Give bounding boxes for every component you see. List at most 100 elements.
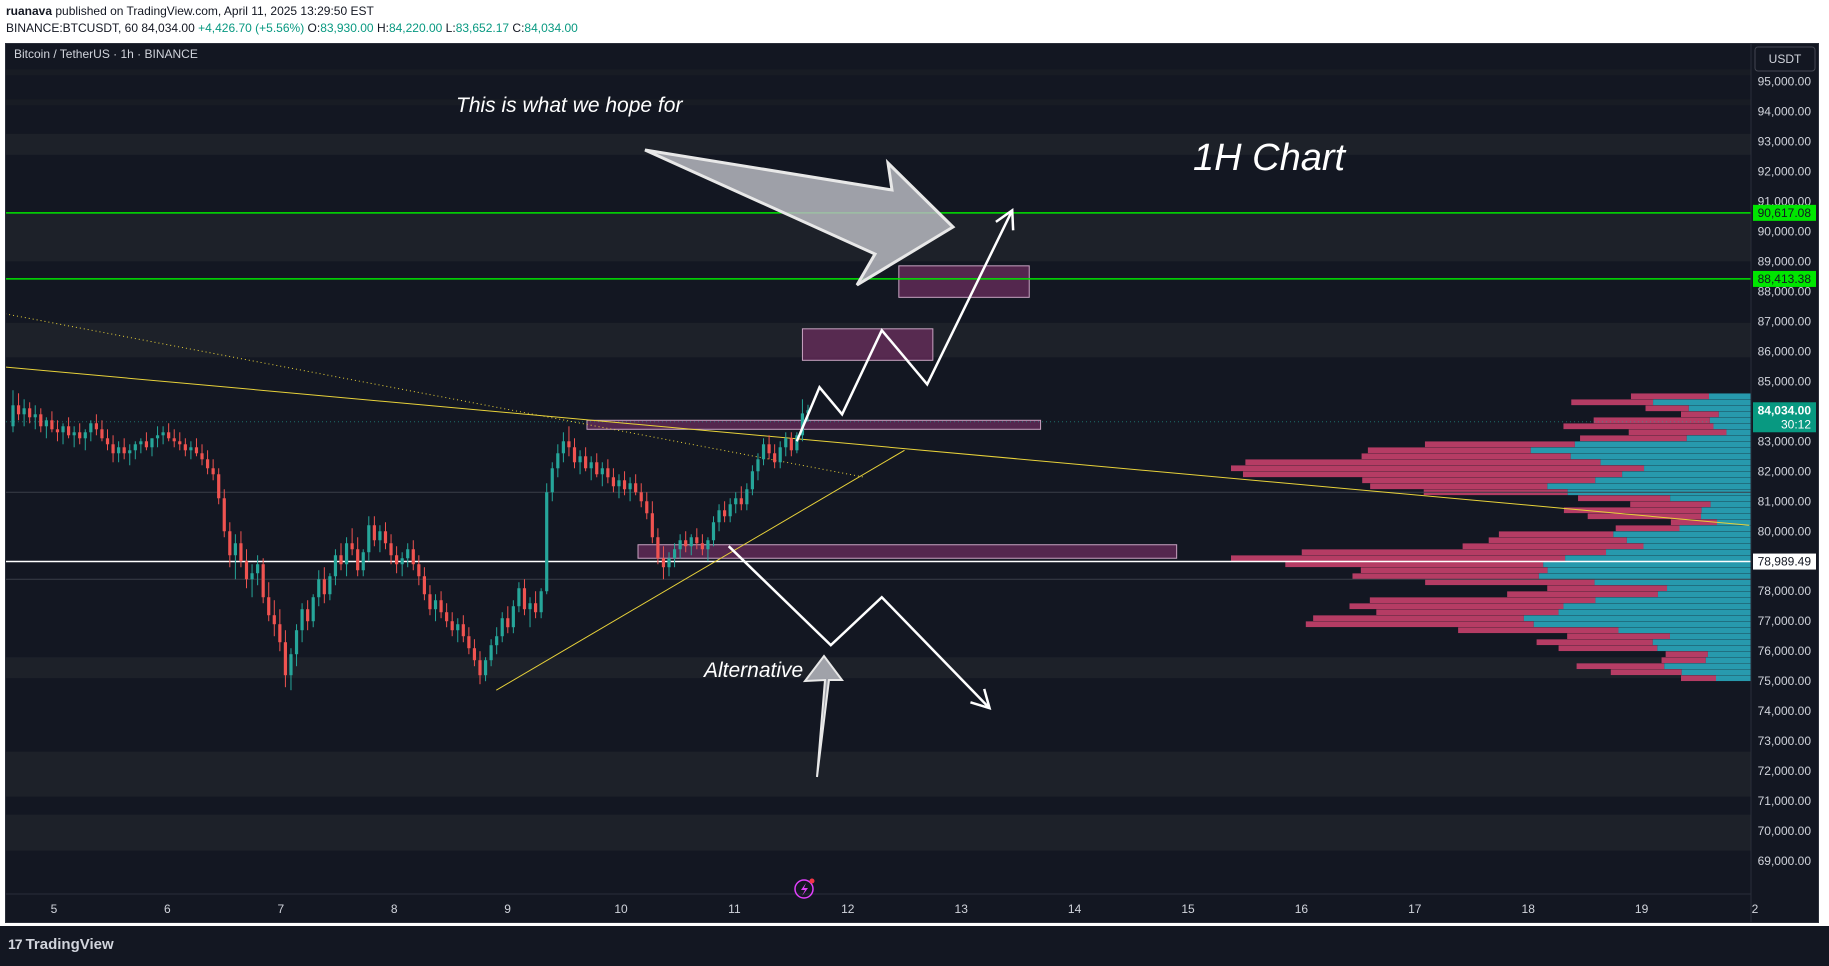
candle-body [450, 621, 454, 631]
price-tick-label: 82,000.00 [1758, 464, 1812, 478]
candle-body [66, 426, 71, 436]
candle-body [600, 468, 604, 475]
volume-profile-row-up [1710, 501, 1751, 508]
candle-body [300, 609, 304, 631]
trendlines [0, 312, 1750, 691]
volume-profile-row-up [1708, 393, 1751, 400]
volume-profile-row-up [1664, 663, 1751, 670]
price-tick-label: 94,000.00 [1758, 104, 1812, 118]
candle-body [400, 558, 404, 565]
candle-body [778, 447, 782, 463]
candle-body [723, 510, 727, 517]
currency-button[interactable] [1754, 46, 1816, 72]
volume-profile-row-down [1681, 675, 1716, 682]
time-tick-label: 10 [614, 902, 628, 916]
level-price-tag-bg [1753, 270, 1816, 287]
volume-profile-row-up [1726, 429, 1751, 436]
candle-body [311, 597, 315, 622]
candle-body [773, 453, 777, 463]
ohlc-header: BINANCE:BTCUSDT, 60 84,034.00 +4,426.70 … [6, 21, 578, 35]
price-tick-label: 85,000.00 [1758, 374, 1812, 388]
candle-body [439, 600, 443, 613]
price-tick-label: 86,000.00 [1758, 344, 1812, 358]
candle-body [717, 510, 721, 523]
volume-profile-row-up [1574, 441, 1751, 448]
volume-profile-row-down [1661, 657, 1706, 664]
price-tick-label: 92,000.00 [1758, 164, 1812, 178]
volume-profile-row-down [1231, 465, 1645, 472]
candle-body [33, 414, 37, 418]
candle-body [767, 444, 771, 454]
volume-profile-row-down [1571, 399, 1654, 406]
time-tick-label: 11 [728, 902, 741, 916]
volume-profile-row-down [1367, 447, 1531, 454]
open-label: O: [307, 21, 321, 35]
background-band [6, 814, 1751, 851]
volume-profile-row-down [1313, 615, 1524, 622]
time-tick-label: 5 [51, 902, 58, 916]
candle-body [628, 483, 632, 490]
volume-profile-row-up [1667, 585, 1751, 592]
candle-body [456, 624, 460, 631]
candle-body [411, 549, 415, 565]
candle-body [155, 435, 160, 439]
notification-dot [809, 878, 815, 884]
volume-profile-row-up [1595, 597, 1751, 604]
candle-body [322, 579, 326, 595]
price-axis[interactable] [1751, 44, 1818, 922]
volume-profile-row-down [1458, 627, 1619, 634]
candle-body [333, 555, 338, 577]
volume-profile-row-down [1665, 651, 1708, 658]
volume-profile-row-down [1305, 621, 1534, 628]
bullish-projection-path [795, 209, 1014, 442]
price-tick-label: 77,000.00 [1758, 614, 1812, 628]
volume-profile-row-up [1679, 525, 1751, 532]
volume-profile-row-down [1645, 405, 1689, 412]
volume-profile-row-down [1563, 423, 1714, 430]
volume-profile-row-up [1643, 543, 1751, 550]
volume-profile-row-up [1565, 555, 1751, 562]
candle-body [595, 462, 599, 475]
hope-annotation: This is what we hope for [456, 94, 683, 117]
candle-body [684, 540, 688, 547]
projection-paths [727, 208, 1015, 711]
chart-canvas[interactable]: This is what we hope for 1H Chart Altern… [0, 44, 1818, 922]
bearish-projection-path-head [970, 688, 992, 711]
volume-profile-row-up [1622, 471, 1751, 478]
volume-profile-row-up [1558, 609, 1751, 616]
time-tick-label: 16 [1295, 902, 1309, 916]
candle-body [528, 603, 532, 610]
currency-button-label[interactable]: USDT [1769, 52, 1802, 66]
candle-body [261, 564, 265, 598]
author-name[interactable]: ruanava [6, 4, 53, 18]
candle-body [367, 525, 371, 553]
candle-body [584, 456, 588, 469]
volume-profile-row-up [1653, 399, 1751, 406]
level-price-tag: 88,413.38 [1758, 272, 1812, 286]
volume-profile-row-down [1536, 639, 1653, 646]
symbol-label: BINANCE:BTCUSDT, 60 [6, 21, 139, 35]
lightning-icon[interactable] [794, 879, 814, 899]
candle-body [306, 609, 310, 622]
footer-bar [0, 926, 1829, 966]
legend-title: Bitcoin / TetherUS · 1h · BINANCE [14, 47, 198, 61]
volume-profile-row-up [1686, 435, 1751, 442]
candle-body [267, 597, 271, 616]
volume-profile-row-down [1567, 633, 1670, 640]
volume-profile-row-up [1652, 639, 1751, 646]
background-bands [6, 69, 1751, 851]
candle-body [634, 483, 638, 493]
volume-profile-row-down [1587, 513, 1702, 520]
candle-body [656, 537, 660, 559]
candle-body [339, 555, 343, 565]
candlestick-series [11, 390, 810, 691]
tradingview-logo[interactable]: 17 TradingView [8, 936, 114, 953]
price-tick-label: 69,000.00 [1758, 854, 1812, 868]
alternative-arrow [802, 654, 844, 778]
candle-body [178, 441, 182, 445]
volume-profile-row-down [1352, 573, 1539, 580]
low-value: 83,652.17 [455, 21, 510, 35]
volume-profile-row-down [1558, 645, 1658, 652]
volume-profile-row-down [1580, 435, 1687, 442]
candle-body [478, 660, 482, 676]
